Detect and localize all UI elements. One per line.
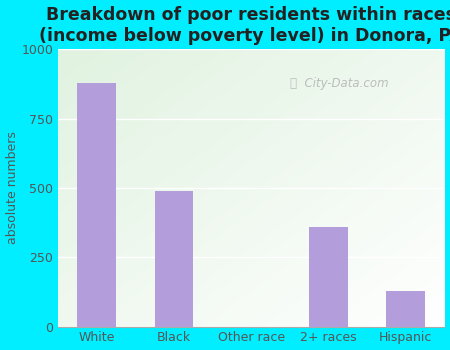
Bar [387,290,425,327]
Bar [309,227,348,327]
Y-axis label: absolute numbers: absolute numbers [5,132,18,244]
Text: ⓘ  City-Data.com: ⓘ City-Data.com [290,77,388,90]
Bar [77,83,116,327]
Title: Breakdown of poor residents within races
(income below poverty level) in Donora,: Breakdown of poor residents within races… [39,6,450,45]
Bar [155,191,194,327]
